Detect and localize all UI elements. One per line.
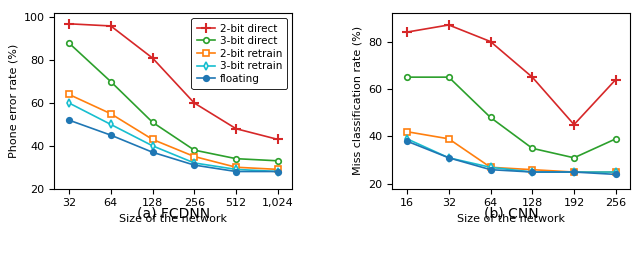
floating (529, 171, 536, 174)
Text: (a) FCDNN: (a) FCDNN (137, 207, 210, 221)
floating (232, 170, 240, 173)
3-bit direct (107, 80, 115, 83)
3-bit direct (445, 75, 452, 79)
2-bit retrain (612, 171, 620, 174)
3-bit retrain (570, 171, 578, 174)
3-bit direct (570, 156, 578, 159)
3-bit direct (232, 157, 240, 160)
3-bit retrain (65, 101, 73, 105)
3-bit direct (486, 116, 494, 119)
2-bit retrain (274, 168, 282, 171)
2-bit direct (148, 57, 156, 60)
Line: 3-bit direct: 3-bit direct (404, 74, 619, 161)
2-bit retrain (232, 166, 240, 169)
3-bit retrain (148, 144, 156, 148)
3-bit direct (191, 149, 198, 152)
2-bit retrain (191, 155, 198, 158)
3-bit retrain (445, 156, 452, 159)
2-bit retrain (529, 168, 536, 171)
X-axis label: Size of the network: Size of the network (458, 214, 565, 224)
Line: 2-bit direct: 2-bit direct (402, 20, 621, 129)
3-bit direct (612, 137, 620, 140)
floating (486, 168, 494, 171)
2-bit retrain (107, 112, 115, 115)
Line: floating: floating (66, 117, 280, 174)
floating (191, 163, 198, 167)
floating (612, 173, 620, 176)
3-bit retrain (274, 170, 282, 173)
2-bit direct (232, 127, 240, 130)
2-bit direct (612, 78, 620, 81)
3-bit retrain (612, 171, 620, 174)
Text: (b) CNN: (b) CNN (484, 207, 539, 221)
floating (148, 151, 156, 154)
2-bit direct (486, 40, 494, 43)
floating (65, 119, 73, 122)
Line: 2-bit retrain: 2-bit retrain (404, 129, 619, 175)
2-bit retrain (65, 93, 73, 96)
3-bit retrain (529, 171, 536, 174)
3-bit direct (148, 121, 156, 124)
Y-axis label: Miss classification rate (%): Miss classification rate (%) (353, 26, 363, 176)
3-bit retrain (107, 123, 115, 126)
2-bit direct (274, 138, 282, 141)
2-bit retrain (148, 138, 156, 141)
floating (570, 171, 578, 174)
Y-axis label: Phone error rate (%): Phone error rate (%) (8, 44, 18, 158)
Line: floating: floating (404, 138, 619, 177)
2-bit direct (570, 123, 578, 126)
floating (403, 140, 411, 143)
3-bit direct (65, 41, 73, 45)
Line: 2-bit retrain: 2-bit retrain (66, 92, 280, 172)
2-bit direct (107, 24, 115, 28)
3-bit retrain (486, 166, 494, 169)
2-bit direct (191, 101, 198, 105)
Legend: 2-bit direct, 3-bit direct, 2-bit retrain, 3-bit retrain, floating: 2-bit direct, 3-bit direct, 2-bit retrai… (191, 18, 287, 89)
2-bit direct (403, 30, 411, 34)
Line: 3-bit retrain: 3-bit retrain (404, 136, 619, 175)
floating (274, 170, 282, 173)
Line: 3-bit retrain: 3-bit retrain (66, 100, 280, 174)
3-bit direct (529, 147, 536, 150)
2-bit retrain (403, 130, 411, 133)
2-bit retrain (570, 171, 578, 174)
2-bit retrain (486, 166, 494, 169)
3-bit retrain (232, 168, 240, 171)
3-bit retrain (191, 161, 198, 165)
3-bit direct (274, 159, 282, 162)
X-axis label: Size of the network: Size of the network (120, 214, 227, 224)
floating (445, 156, 452, 159)
3-bit retrain (403, 137, 411, 140)
2-bit retrain (445, 137, 452, 140)
2-bit direct (445, 23, 452, 26)
2-bit direct (65, 22, 73, 25)
2-bit direct (529, 75, 536, 79)
floating (107, 134, 115, 137)
Line: 2-bit direct: 2-bit direct (64, 19, 283, 144)
Line: 3-bit direct: 3-bit direct (66, 40, 280, 163)
3-bit direct (403, 75, 411, 79)
